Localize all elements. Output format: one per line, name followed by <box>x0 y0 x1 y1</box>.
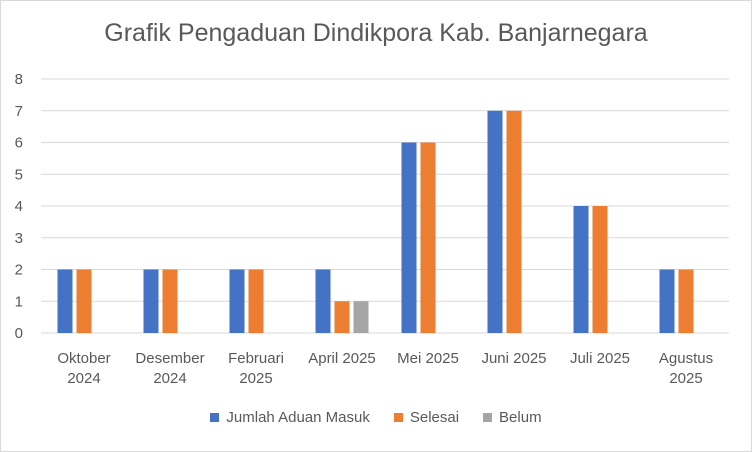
y-tick-label: 6 <box>15 135 23 152</box>
x-tick-label: Juli 2025 <box>570 350 630 367</box>
bar-selesai <box>420 142 436 333</box>
bar-selesai <box>76 269 92 333</box>
legend-swatch <box>483 413 493 422</box>
y-tick-label: 0 <box>15 325 23 342</box>
y-tick-label: 2 <box>15 262 23 279</box>
bar-selesai <box>162 269 178 333</box>
chart-title: Grafik Pengaduan Dindikpora Kab. Banjarn… <box>104 19 648 47</box>
legend-item: Selesai <box>393 409 460 426</box>
y-tick-label: 7 <box>15 103 23 120</box>
legend-item: Belum <box>483 409 542 426</box>
legend: Jumlah Aduan Masuk Selesai Belum <box>1 409 751 426</box>
bar-selesai <box>678 269 694 333</box>
y-tick-label: 5 <box>15 166 23 183</box>
legend-label: Belum <box>499 409 542 426</box>
plot-area: 0 1 2 3 4 5 6 7 8 Oktober 2024 Desember 2024 Februari… <box>15 71 729 387</box>
x-tick-label: Februari 2025 <box>228 350 284 387</box>
y-tick-label: 8 <box>15 71 23 88</box>
legend-swatch <box>393 413 403 422</box>
bar-jumlah-aduan-masuk <box>57 269 73 333</box>
bar-belum <box>353 301 369 333</box>
legend-swatch <box>210 413 220 422</box>
x-tick-label: Juni 2025 <box>481 350 546 367</box>
y-tick-label: 3 <box>15 230 23 247</box>
x-tick-label: Agustus 2025 <box>659 350 713 387</box>
bar-jumlah-aduan-masuk <box>315 269 331 333</box>
bar-jumlah-aduan-masuk <box>573 206 589 333</box>
y-tick-label: 4 <box>15 198 23 215</box>
bar-selesai <box>334 301 350 333</box>
bar-jumlah-aduan-masuk <box>487 110 503 333</box>
bar-jumlah-aduan-masuk <box>143 269 159 333</box>
x-tick-label: Desember 2024 <box>135 350 204 387</box>
x-tick-label: Mei 2025 <box>397 350 459 367</box>
bar-selesai <box>248 269 264 333</box>
bar-selesai <box>592 206 608 333</box>
x-tick-label: Oktober 2024 <box>57 350 110 387</box>
x-tick-label: April 2025 <box>308 350 376 367</box>
bar-jumlah-aduan-masuk <box>659 269 675 333</box>
bar-jumlah-aduan-masuk <box>401 142 417 333</box>
bar-jumlah-aduan-masuk <box>229 269 245 333</box>
legend-item: Jumlah Aduan Masuk <box>210 409 370 426</box>
legend-label: Jumlah Aduan Masuk <box>226 409 370 426</box>
y-tick-label: 1 <box>15 293 23 310</box>
legend-label: Selesai <box>409 409 460 426</box>
bar-selesai <box>506 110 522 333</box>
